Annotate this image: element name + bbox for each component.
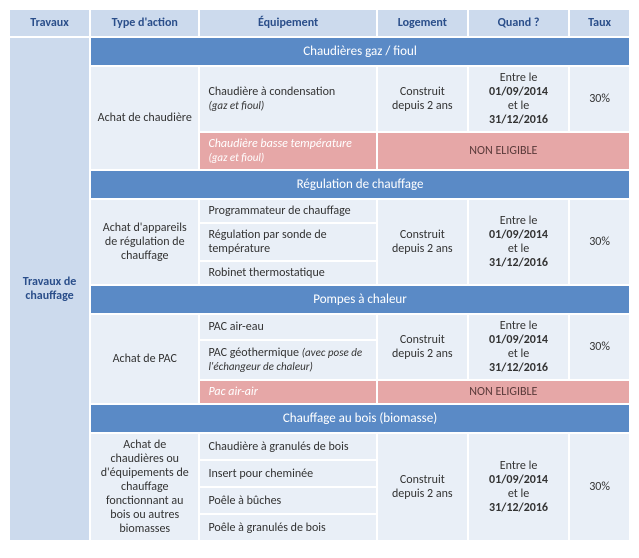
section-title: Chaudières gaz / fioul: [90, 37, 630, 66]
section-title: Chauffage au bois (biomasse): [90, 404, 630, 433]
equip-cell: Régulation par sonde de température: [199, 223, 376, 261]
equip-cell: Insert pour cheminée: [199, 460, 376, 487]
equip-cell: PAC géothermique (avec pose de l'échange…: [199, 340, 376, 380]
nonelig-equip: Pac air-air: [199, 380, 376, 404]
equip-cell: Poêle à bûches: [199, 487, 376, 514]
quand-cell: Entre le01/09/2014et le31/12/2016: [468, 433, 569, 541]
col-equipement: Équipement: [199, 9, 376, 37]
nonelig-label: NON ELIGIBLE: [377, 380, 630, 404]
equip-name: Chaudière à condensation: [208, 85, 335, 99]
nonelig-equip: Chaudière basse température (gaz et fiou…: [199, 132, 376, 170]
row-category: Travaux de chauffage: [9, 37, 90, 541]
action-cell: Achat d'appareils de régulation de chauf…: [90, 199, 199, 285]
equip-sub: (gaz et fioul): [208, 99, 264, 112]
col-quand: Quand ?: [468, 9, 569, 37]
credit-table: Travaux Type d'action Équipement Logemen…: [8, 8, 631, 542]
header-row: Travaux Type d'action Équipement Logemen…: [9, 9, 630, 37]
col-logement: Logement: [377, 9, 468, 37]
action-cell: Achat de chaudières ou d'équipements de …: [90, 433, 199, 541]
equip-cell: Chaudière à condensation (gaz et fioul): [199, 66, 376, 132]
quand-cell: Entre le01/09/2014et le31/12/2016: [468, 314, 569, 380]
section-title: Pompes à chaleur: [90, 285, 630, 314]
logement-cell: Construit depuis 2 ans: [377, 199, 468, 285]
section-title: Régulation de chauffage: [90, 170, 630, 199]
nonelig-sub: (gaz et fioul): [208, 151, 264, 164]
quand-cell: Entre le01/09/2014et le31/12/2016: [468, 199, 569, 285]
taux-cell: 30%: [569, 199, 630, 285]
equip-cell: Chaudière à granulés de bois: [199, 433, 376, 460]
logement-cell: Construit depuis 2 ans: [377, 433, 468, 541]
equip-name: PAC géothermique: [208, 346, 299, 360]
taux-cell: 30%: [569, 314, 630, 380]
equip-cell: PAC air-eau: [199, 314, 376, 340]
quand-cell: Entre le01/09/2014et le31/12/2016: [468, 66, 569, 132]
action-cell: Achat de chaudière: [90, 66, 199, 170]
nonelig-label: NON ELIGIBLE: [377, 132, 630, 170]
taux-cell: 30%: [569, 66, 630, 132]
logement-cell: Construit depuis 2 ans: [377, 66, 468, 132]
equip-cell: Robinet thermostatique: [199, 261, 376, 285]
action-cell: Achat de PAC: [90, 314, 199, 404]
col-travaux: Travaux: [9, 9, 90, 37]
equip-cell: Poêle à granulés de bois: [199, 514, 376, 541]
logement-cell: Construit depuis 2 ans: [377, 314, 468, 380]
equip-cell: Programmateur de chauffage: [199, 199, 376, 223]
nonelig-name: Chaudière basse température: [208, 137, 351, 151]
col-taux: Taux: [569, 9, 630, 37]
col-type-action: Type d'action: [90, 9, 199, 37]
taux-cell: 30%: [569, 433, 630, 541]
